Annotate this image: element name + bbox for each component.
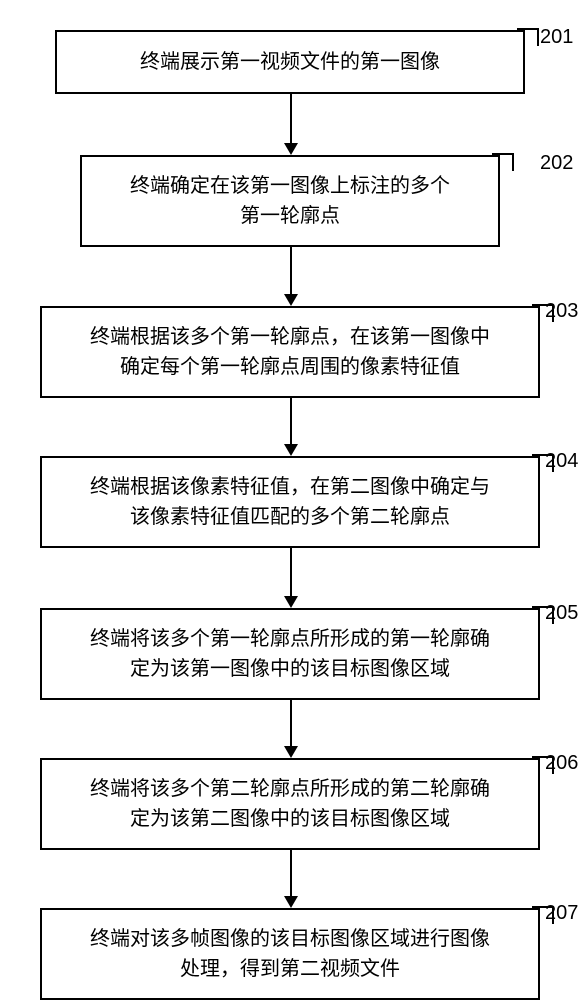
arrow-head-icon [284, 596, 298, 608]
connector-arrow [284, 94, 298, 155]
node-text: 终端根据该多个第一轮廓点，在该第一图像中确定每个第一轮廓点周围的像素特征值 [90, 322, 490, 382]
flowchart-node-step3: 终端根据该多个第一轮廓点，在该第一图像中确定每个第一轮廓点周围的像素特征值 [40, 306, 540, 398]
connector-arrow [284, 247, 298, 306]
connector-arrow [284, 700, 298, 758]
step-label-204: 204 [545, 450, 578, 473]
arrow-head-icon [284, 444, 298, 456]
arrow-head-icon [284, 896, 298, 908]
step-label-205: 205 [545, 602, 578, 625]
arrow-head-icon [284, 294, 298, 306]
flowchart-container: 终端展示第一视频文件的第一图像 201 终端确定在该第一图像上标注的多个第一轮廓点 2… [0, 0, 582, 1000]
label-connector [517, 28, 539, 46]
step-label-206: 206 [545, 752, 578, 775]
flowchart-node-step7: 终端对该多帧图像的该目标图像区域进行图像处理，得到第二视频文件 [40, 908, 540, 1000]
node-text: 终端确定在该第一图像上标注的多个第一轮廓点 [130, 171, 450, 231]
flowchart-node-step4: 终端根据该像素特征值，在第二图像中确定与该像素特征值匹配的多个第二轮廓点 [40, 456, 540, 548]
arrow-head-icon [284, 143, 298, 155]
flowchart-node-step1: 终端展示第一视频文件的第一图像 [55, 30, 525, 94]
node-text: 终端将该多个第二轮廓点所形成的第二轮廓确定为该第二图像中的该目标图像区域 [90, 774, 490, 834]
connector-arrow [284, 398, 298, 456]
connector-line [290, 94, 292, 143]
node-text: 终端对该多帧图像的该目标图像区域进行图像处理，得到第二视频文件 [90, 924, 490, 984]
node-text: 终端展示第一视频文件的第一图像 [140, 47, 440, 77]
flowchart-node-step6: 终端将该多个第二轮廓点所形成的第二轮廓确定为该第二图像中的该目标图像区域 [40, 758, 540, 850]
node-text: 终端将该多个第一轮廓点所形成的第一轮廓确定为该第一图像中的该目标图像区域 [90, 624, 490, 684]
connector-arrow [284, 548, 298, 608]
connector-line [290, 700, 292, 746]
arrow-head-icon [284, 746, 298, 758]
step-label-202: 202 [540, 152, 573, 175]
connector-line [290, 850, 292, 896]
flowchart-node-step5: 终端将该多个第一轮廓点所形成的第一轮廓确定为该第一图像中的该目标图像区域 [40, 608, 540, 700]
connector-line [290, 398, 292, 444]
flowchart-node-step2: 终端确定在该第一图像上标注的多个第一轮廓点 [80, 155, 500, 247]
node-text: 终端根据该像素特征值，在第二图像中确定与该像素特征值匹配的多个第二轮廓点 [90, 472, 490, 532]
step-label-201: 201 [540, 26, 573, 49]
connector-arrow [284, 850, 298, 908]
step-label-203: 203 [545, 300, 578, 323]
connector-line [290, 247, 292, 294]
step-label-207: 207 [545, 902, 578, 925]
connector-line [290, 548, 292, 596]
label-connector [492, 153, 514, 171]
